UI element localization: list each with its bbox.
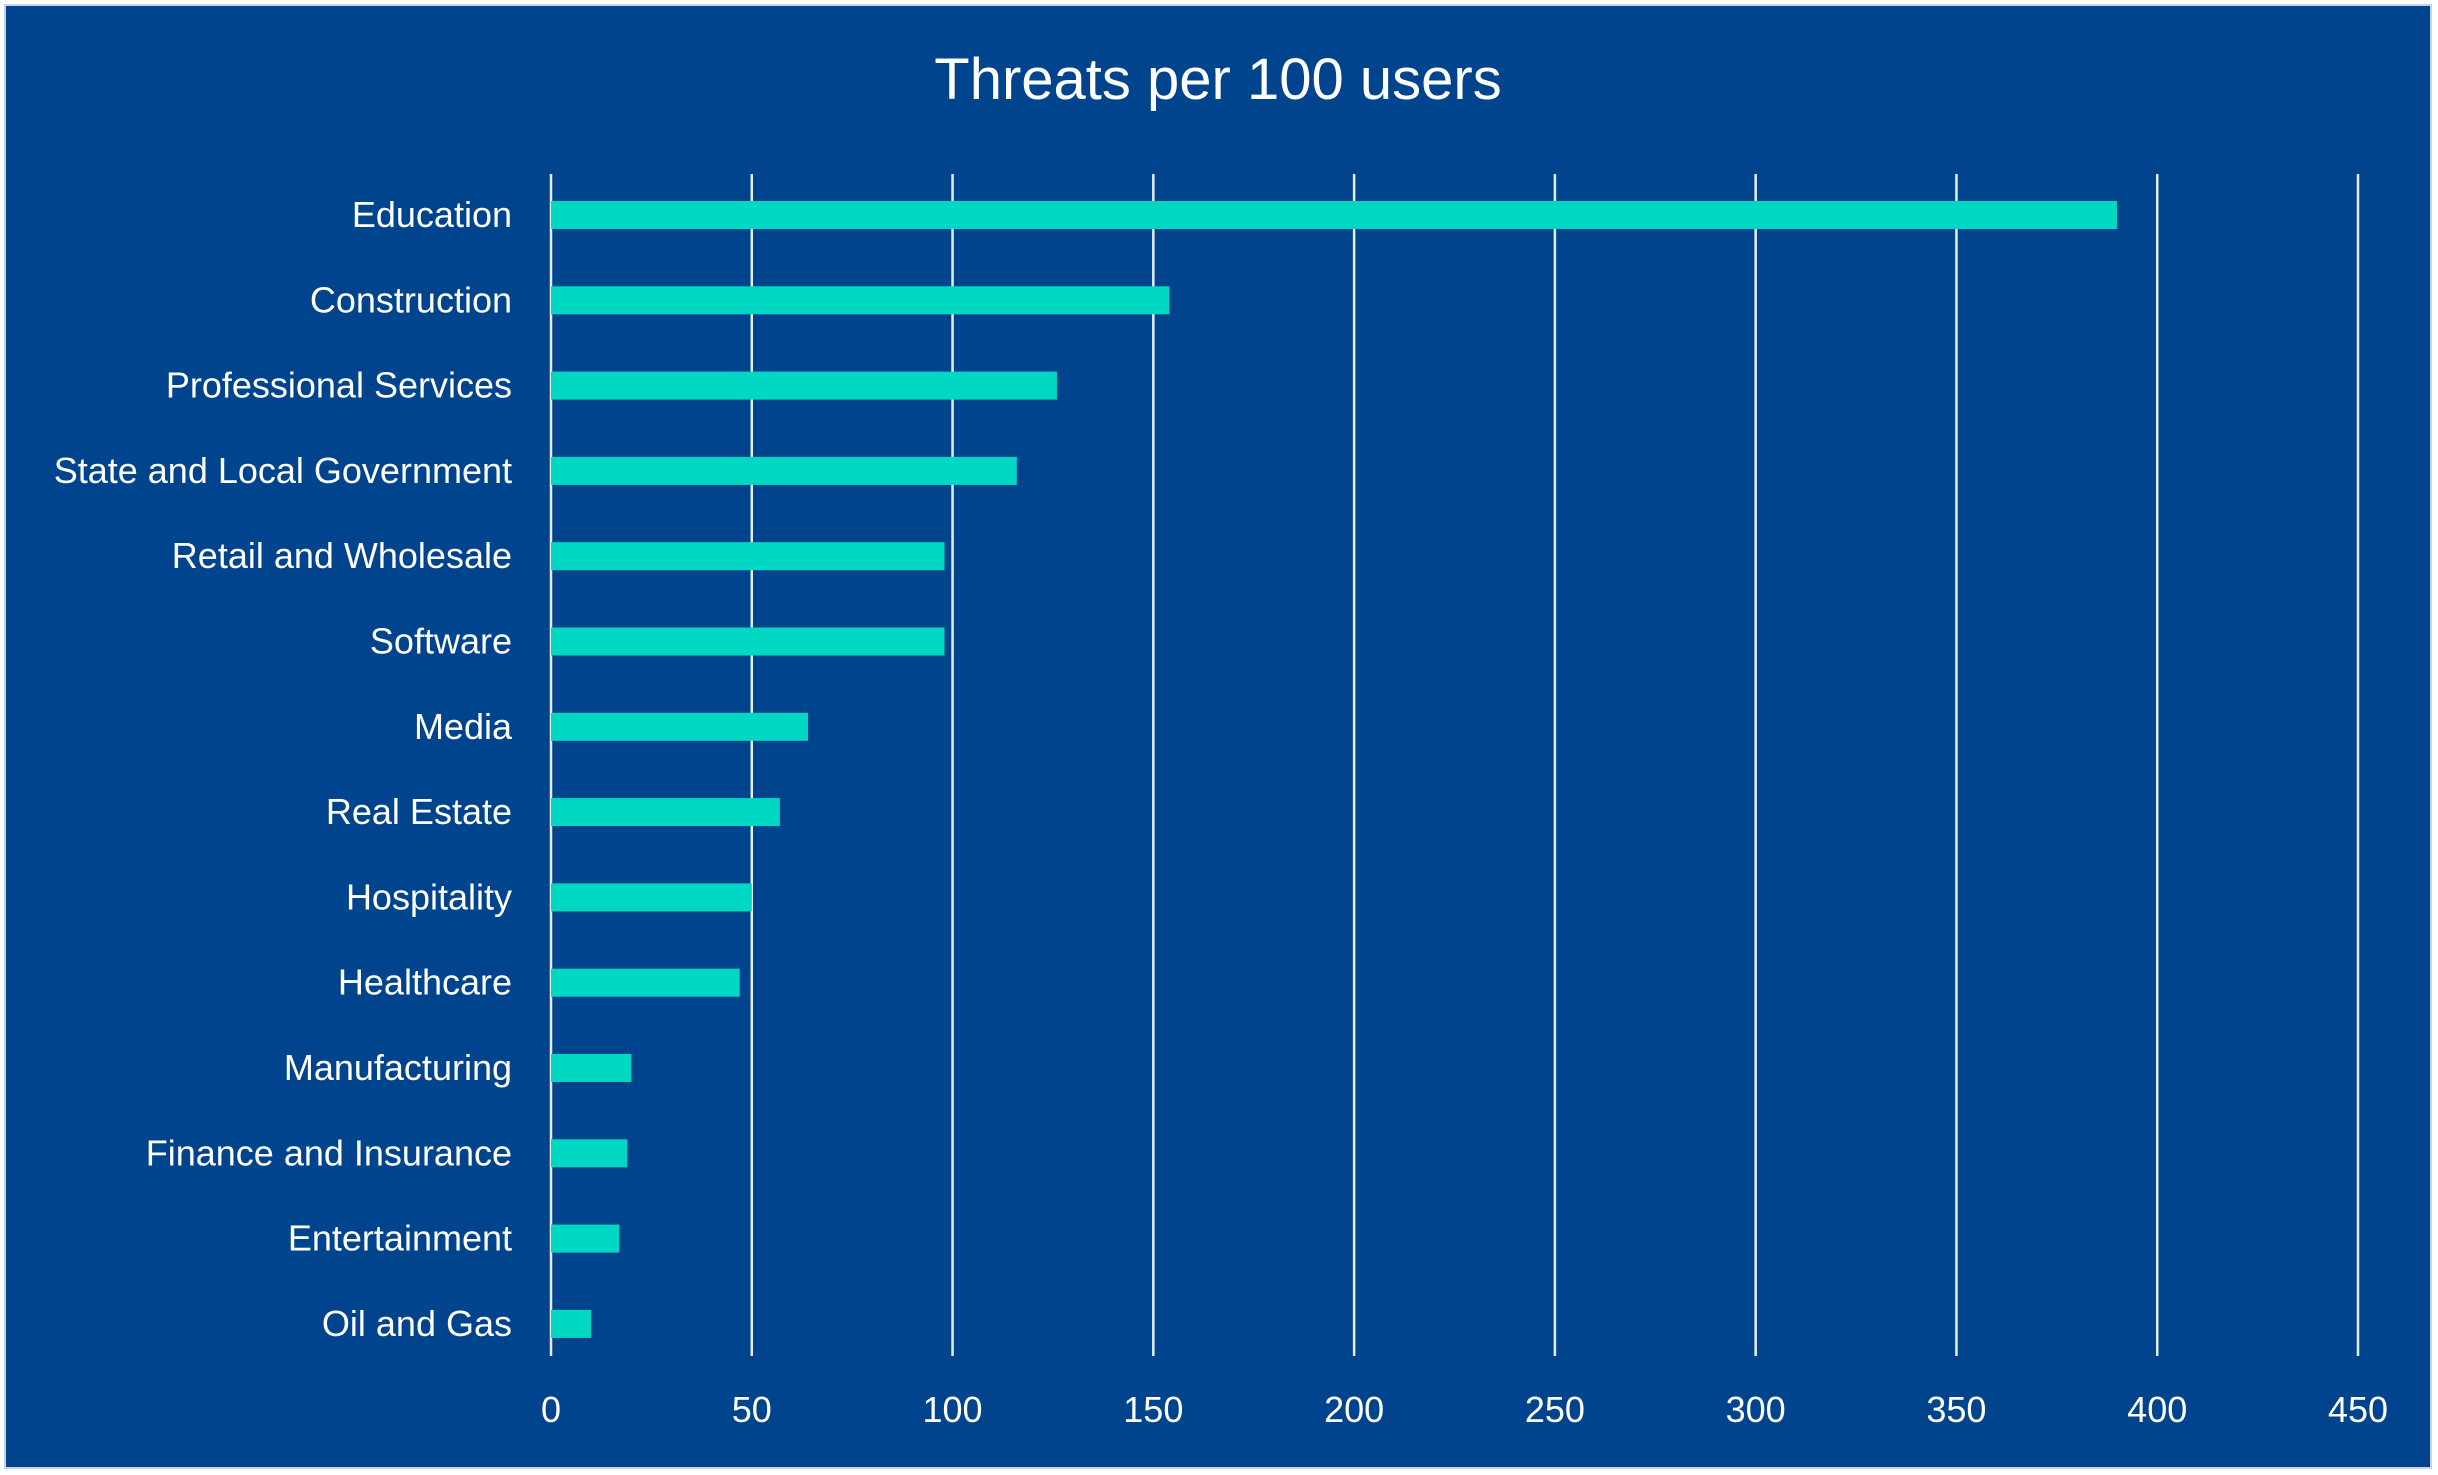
bar-construction xyxy=(551,286,1170,315)
bar-finance-and-insurance xyxy=(551,1139,628,1168)
x-tick-label: 200 xyxy=(1324,1389,1384,1430)
category-label: Media xyxy=(414,706,513,747)
bar-professional-services xyxy=(551,371,1057,400)
x-tick-label: 50 xyxy=(732,1389,772,1430)
category-label: Retail and Wholesale xyxy=(172,535,512,576)
category-label: Real Estate xyxy=(326,791,512,832)
chart-title: Threats per 100 users xyxy=(934,47,1502,112)
category-label: Construction xyxy=(310,279,512,320)
chart-frame: Threats per 100 users 0 50 100 150 200 250 300… xyxy=(4,4,2432,1469)
category-label: Software xyxy=(370,621,512,662)
category-label: Hospitality xyxy=(346,876,512,917)
x-tick-label: 450 xyxy=(2328,1389,2388,1430)
category-label: State and Local Government xyxy=(54,450,512,491)
x-tick-label: 100 xyxy=(923,1389,983,1430)
category-label: Manufacturing xyxy=(284,1047,512,1088)
bar-state-and-local-government xyxy=(551,456,1017,485)
x-tick-label: 250 xyxy=(1525,1389,1585,1430)
bar-oil-and-gas xyxy=(551,1309,592,1338)
bar-software xyxy=(551,627,945,656)
bar-media xyxy=(551,712,808,741)
category-label: Entertainment xyxy=(288,1218,512,1259)
category-label: Oil and Gas xyxy=(322,1303,512,1344)
x-tick-label: 350 xyxy=(1926,1389,1986,1430)
bar-healthcare xyxy=(551,968,740,997)
bar-education xyxy=(551,201,2118,229)
category-label: Education xyxy=(352,194,512,235)
bar-entertainment xyxy=(551,1224,620,1253)
bar-hospitality xyxy=(551,883,752,912)
bar-real-estate xyxy=(551,798,780,827)
x-tick-label: 150 xyxy=(1123,1389,1183,1430)
chart-plot: 0 50 100 150 200 250 300 350 400 450 Education Cons… xyxy=(54,174,2388,1430)
x-tick-label: 0 xyxy=(541,1389,561,1430)
bar-manufacturing xyxy=(551,1054,632,1082)
category-label: Professional Services xyxy=(166,365,512,406)
bar-retail-and-wholesale xyxy=(551,542,945,571)
category-label: Healthcare xyxy=(338,962,512,1003)
category-label: Finance and Insurance xyxy=(146,1132,512,1173)
x-tick-label: 300 xyxy=(1726,1389,1786,1430)
x-tick-label: 400 xyxy=(2127,1389,2187,1430)
